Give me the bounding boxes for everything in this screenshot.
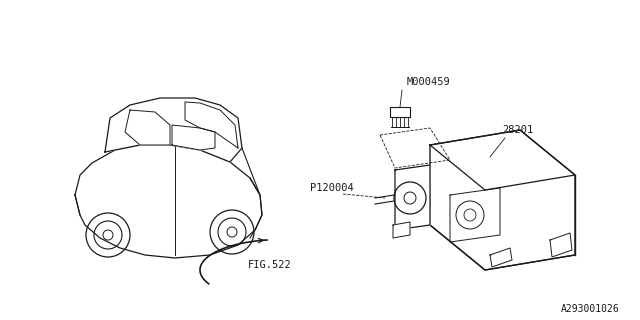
Text: 28201: 28201 <box>502 125 533 135</box>
Text: P120004: P120004 <box>310 183 354 193</box>
Text: FIG.522: FIG.522 <box>248 260 292 270</box>
Polygon shape <box>395 165 430 230</box>
Polygon shape <box>172 125 215 150</box>
Polygon shape <box>490 248 512 267</box>
Polygon shape <box>105 98 242 162</box>
Polygon shape <box>430 130 575 270</box>
Polygon shape <box>550 233 572 257</box>
Polygon shape <box>393 222 410 238</box>
Polygon shape <box>125 110 170 145</box>
Polygon shape <box>185 102 238 148</box>
Text: M000459: M000459 <box>407 77 451 87</box>
Text: A293001026: A293001026 <box>561 304 620 314</box>
Polygon shape <box>75 145 262 258</box>
